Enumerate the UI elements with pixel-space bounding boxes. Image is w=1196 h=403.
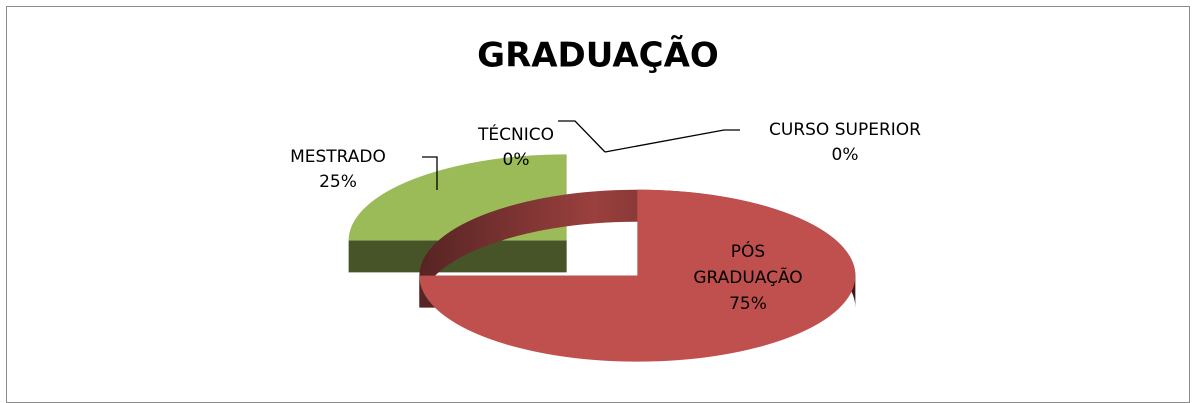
value-label: 75%: [729, 294, 767, 314]
value-label: 0%: [503, 150, 530, 170]
leader-line: [604, 129, 740, 153]
category-label: TÉCNICO: [477, 123, 554, 145]
chart-title: GRADUAÇÃO: [477, 35, 719, 76]
leader-line: [422, 156, 438, 190]
labels: TÉCNICO 0% CURSO SUPERIOR 0% PÓS GRADUAÇÃO 75%…: [290, 120, 921, 314]
slice: [419, 189, 856, 362]
category-label: CURSO SUPERIOR: [769, 120, 921, 140]
leader-line: [558, 120, 606, 153]
category-label: MESTRADO: [290, 147, 386, 167]
category-label: PÓS GRADUAÇÃO: [693, 240, 802, 288]
value-label: 0%: [832, 145, 859, 165]
pie: [348, 154, 856, 362]
value-label: 25%: [319, 172, 357, 192]
